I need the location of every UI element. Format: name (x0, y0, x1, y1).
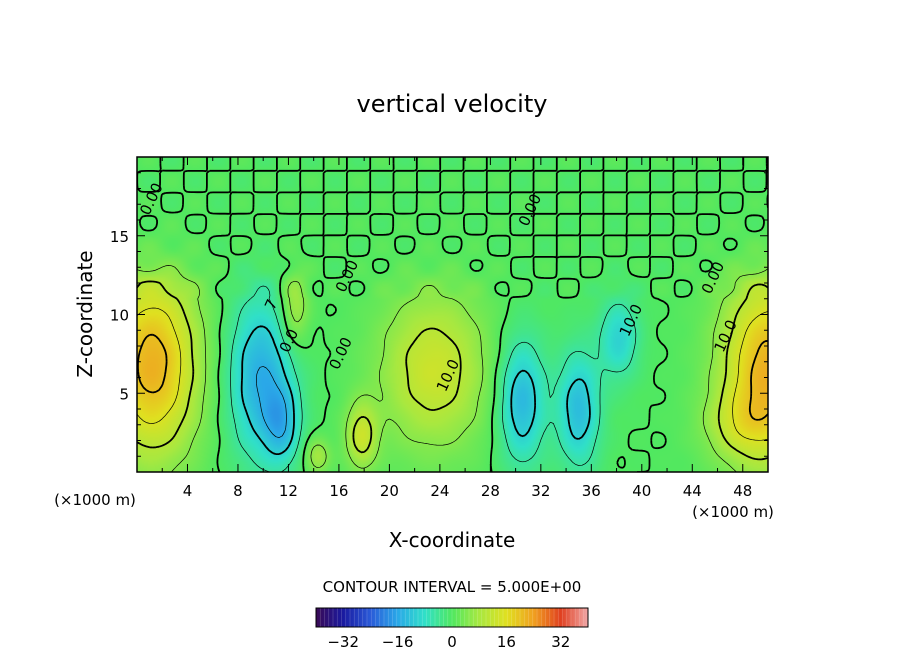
x-tick-label: 16 (329, 482, 348, 500)
contour-line-level (230, 285, 637, 472)
colorbar-segments (319, 608, 585, 627)
chart-title: vertical velocity (357, 90, 548, 118)
x-axis-ticks: 4 8 12 16 20 24 28 32 36 40 44 48 (161, 157, 752, 500)
contour-interval-text: CONTOUR INTERVAL = 5.000E+00 (323, 578, 582, 596)
x-tick-label: 32 (531, 482, 550, 500)
contour-lines (137, 157, 768, 472)
colorbar-ticks: −32 −16 0 16 32 (327, 633, 570, 651)
x-unit-label-left: (×1000 m) (54, 491, 136, 509)
x-tick-label: 28 (481, 482, 500, 500)
x-tick-label: 40 (632, 482, 651, 500)
y-tick-label: 10 (110, 307, 129, 325)
contour-line-level (137, 307, 768, 441)
colorbar-gradient (316, 608, 588, 627)
x-unit-label-right: (×1000 m) (692, 503, 774, 521)
x-tick-label: 8 (233, 482, 243, 500)
colorbar-tick-label: 16 (497, 633, 516, 651)
colorbar-frame (315, 607, 589, 628)
contour-line-level (137, 333, 768, 421)
y-axis-ticks: 5 10 15 (110, 172, 768, 457)
x-axis-label: X-coordinate (389, 528, 516, 552)
x-tick-label: 36 (582, 482, 601, 500)
y-tick-label: 15 (110, 228, 129, 246)
field-raster (137, 157, 768, 472)
colorbar-tick-label: 32 (551, 633, 570, 651)
colorbar-tick-label: −32 (327, 633, 359, 651)
y-axis-label: Z-coordinate (73, 250, 97, 377)
contour-line-level (256, 366, 287, 438)
x-tick-label: 4 (183, 482, 193, 500)
colorbar: −32 −16 0 16 32 (315, 607, 589, 651)
colorbar-tick-label: −16 (382, 633, 414, 651)
x-tick-label: 44 (683, 482, 702, 500)
x-tick-label: 20 (380, 482, 399, 500)
contour-line-level (137, 280, 768, 461)
y-tick-label: 5 (119, 385, 129, 403)
colorbar-tick-label: 0 (447, 633, 457, 651)
x-tick-label: 12 (279, 482, 298, 500)
contour-line-level (137, 157, 768, 472)
x-tick-label: 48 (733, 482, 752, 500)
contour-line-level (240, 325, 591, 455)
x-tick-label: 24 (430, 482, 449, 500)
